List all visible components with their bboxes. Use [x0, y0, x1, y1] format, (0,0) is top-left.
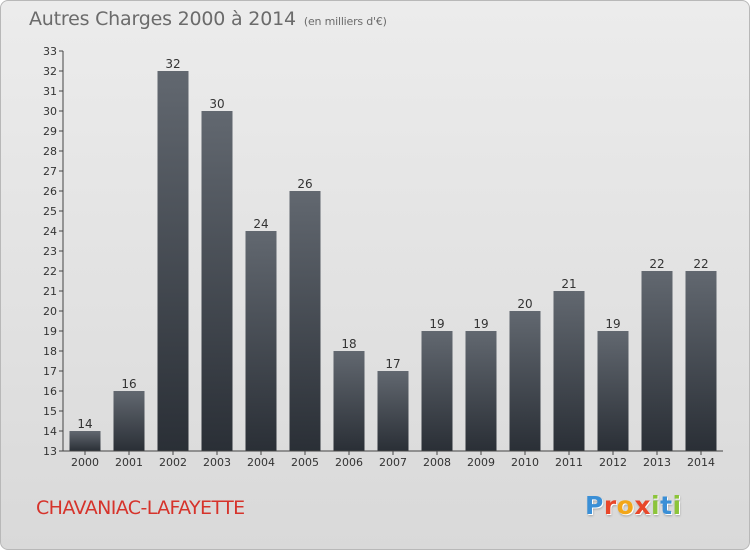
y-tick-label: 23 [43, 245, 57, 258]
bar [509, 311, 541, 451]
logo-letter: i [651, 491, 661, 520]
bar-value-label: 14 [77, 417, 92, 431]
x-tick-label: 2002 [159, 456, 187, 469]
chart-subtitle: (en milliers d'€) [303, 15, 387, 28]
bar-value-label: 32 [165, 57, 180, 71]
y-tick-label: 30 [43, 105, 57, 118]
bar [69, 431, 101, 451]
bar [201, 111, 233, 451]
x-tick-label: 2005 [291, 456, 319, 469]
y-tick-label: 18 [43, 345, 57, 358]
bars [69, 71, 717, 451]
bar-value-label: 16 [121, 377, 136, 391]
x-tick-label: 2014 [687, 456, 715, 469]
bar-value-label: 18 [341, 337, 356, 351]
bar [245, 231, 277, 451]
x-tick-label: 2001 [115, 456, 143, 469]
bar-value-labels: 14 16 32 30 24 26 18 17 19 19 20 21 19 22 22 [77, 57, 708, 431]
bar-value-label: 30 [209, 97, 224, 111]
x-tick-label: 2012 [599, 456, 627, 469]
axes [62, 51, 723, 452]
y-tick-label: 16 [43, 385, 57, 398]
bar [289, 191, 321, 451]
y-tick-label: 21 [43, 285, 57, 298]
chart-title-text: Autres Charges 2000 à 2014 [29, 8, 296, 30]
y-tick-label: 26 [43, 185, 57, 198]
bar [553, 291, 585, 451]
bar [597, 331, 629, 451]
y-tick-label: 31 [43, 85, 57, 98]
y-tick-label: 13 [43, 445, 57, 458]
bar-value-label: 17 [385, 357, 400, 371]
y-tick-label: 28 [43, 145, 57, 158]
x-tick-label: 2013 [643, 456, 671, 469]
bar [421, 331, 453, 451]
y-tick-label: 29 [43, 125, 57, 138]
y-tick-label: 20 [43, 305, 57, 318]
x-tick-label: 2011 [555, 456, 583, 469]
bar-value-label: 24 [253, 217, 268, 231]
bar-value-label: 19 [429, 317, 444, 331]
bar [685, 271, 717, 451]
logo-letter: t [660, 491, 673, 520]
bar [113, 391, 145, 451]
bar-value-label: 22 [649, 257, 664, 271]
logo-letter: o [616, 491, 635, 520]
x-axis-ticks: 2000 2001 2002 2003 2004 2005 2006 2007 2008 2009… [71, 451, 715, 469]
bar-value-label: 22 [693, 257, 708, 271]
bar-value-label: 20 [517, 297, 532, 311]
logo-letter: r [603, 491, 617, 520]
x-tick-label: 2004 [247, 456, 275, 469]
bar-value-label: 19 [473, 317, 488, 331]
y-tick-label: 17 [43, 365, 57, 378]
y-tick-label: 15 [43, 405, 57, 418]
y-tick-label: 14 [43, 425, 57, 438]
x-tick-label: 2010 [511, 456, 539, 469]
bar [641, 271, 673, 451]
bar [157, 71, 189, 451]
bar-value-label: 19 [605, 317, 620, 331]
y-tick-label: 27 [43, 165, 57, 178]
x-tick-label: 2009 [467, 456, 495, 469]
bar-value-label: 21 [561, 277, 576, 291]
bar [377, 371, 409, 451]
logo-letter: P [585, 491, 604, 520]
x-tick-label: 2007 [379, 456, 407, 469]
x-tick-label: 2008 [423, 456, 451, 469]
y-tick-label: 24 [43, 225, 57, 238]
proxiti-logo: Proxiti [585, 491, 682, 520]
logo-letter: x [634, 491, 651, 520]
x-tick-label: 2003 [203, 456, 231, 469]
chart-title: Autres Charges 2000 à 2014 (en milliers d… [29, 8, 387, 30]
bar-value-label: 26 [297, 177, 312, 191]
y-axis-ticks: 13 14 15 16 17 18 19 20 21 22 23 24 25 26 27 28 29 30 31 32… [43, 45, 63, 458]
y-tick-label: 33 [43, 45, 57, 58]
commune-name: CHAVANIAC-LAFAYETTE [36, 497, 245, 519]
y-tick-label: 19 [43, 325, 57, 338]
logo-letter: i [672, 491, 682, 520]
x-tick-label: 2006 [335, 456, 363, 469]
bar [465, 331, 497, 451]
x-tick-label: 2000 [71, 456, 99, 469]
bar [333, 351, 365, 451]
y-tick-label: 22 [43, 265, 57, 278]
y-tick-label: 25 [43, 205, 57, 218]
y-tick-label: 32 [43, 65, 57, 78]
